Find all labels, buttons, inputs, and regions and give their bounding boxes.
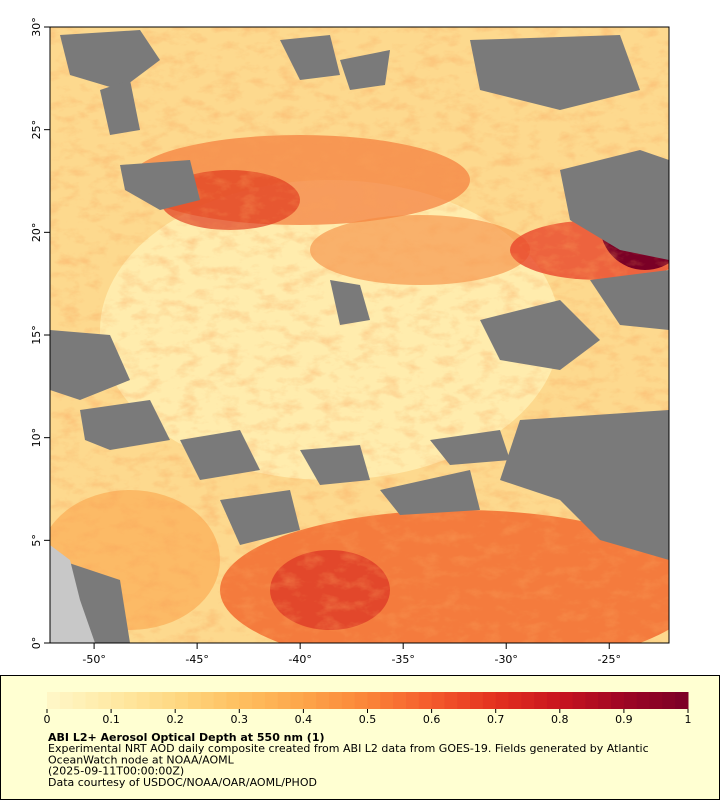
colorbar-cell	[521, 692, 535, 709]
colorbar-cell	[329, 692, 343, 709]
colorbar-cell	[98, 692, 112, 709]
y-tick-label: 5°	[30, 534, 43, 547]
colorbar-cell	[457, 692, 471, 709]
colorbar-cell	[393, 692, 407, 709]
legend-notes: Experimental NRT AOD daily composite cre…	[48, 742, 649, 789]
colorbar-cell	[47, 692, 61, 709]
colorbar-cell	[546, 692, 561, 709]
colorbar-cell	[675, 692, 689, 709]
colorbar-cell	[572, 692, 586, 709]
colorbar-cell	[252, 692, 266, 709]
colorbar-cell	[418, 692, 433, 709]
colorbar-cell	[316, 692, 330, 709]
colorbar-cell	[213, 692, 227, 709]
colorbar-cell	[598, 692, 612, 709]
legend-title: ABI L2+ Aerosol Optical Depth at 550 nm …	[48, 731, 325, 744]
axes: -50° -45° -40° -35° -30° -25° 0° 5° 10° 15° 20° 25°…	[30, 17, 621, 666]
colorbar-cell	[277, 692, 292, 709]
legend-note: OceanWatch node at NOAA/AOML	[48, 753, 235, 766]
colorbar-tick-label: 0.6	[423, 713, 441, 726]
colorbar-cell	[290, 692, 304, 709]
colorbar-tick-label: 0.1	[102, 713, 120, 726]
legend-note: Experimental NRT AOD daily composite cre…	[48, 742, 649, 755]
colorbar-cell	[188, 692, 202, 709]
x-tick-label: -50°	[82, 653, 105, 666]
colorbar-cell	[623, 692, 638, 709]
y-tick-label: 10°	[30, 428, 43, 448]
colorbar-cell	[649, 692, 663, 709]
colorbar-cell	[470, 692, 484, 709]
y-tick-label: 30°	[30, 17, 43, 37]
colorbar-cell	[226, 692, 240, 709]
colorbar-cell	[85, 692, 99, 709]
colorbar-cell	[239, 692, 253, 709]
colorbar-cell	[367, 692, 381, 709]
colorbar-cell	[662, 692, 676, 709]
colorbar-cell	[72, 692, 86, 709]
colorbar-cell	[405, 692, 420, 709]
colorbar-tick-label: 0.2	[166, 713, 184, 726]
colorbar-cell	[149, 692, 163, 709]
colorbar-cell	[123, 692, 138, 709]
colorbar-cell	[59, 692, 74, 709]
colorbar-cell	[354, 692, 368, 709]
x-tick-label: -25°	[598, 653, 621, 666]
colorbar-cell	[585, 692, 599, 709]
colorbar-cell	[341, 692, 356, 709]
colorbar-cell	[136, 692, 151, 709]
colorbar-cell	[559, 692, 574, 709]
colorbar-cell	[175, 692, 189, 709]
colorbar-cell	[508, 692, 522, 709]
colorbar-cell	[111, 692, 125, 709]
colorbar-cell	[162, 692, 176, 709]
colorbar-cell	[380, 692, 394, 709]
colorbar-cell	[303, 692, 317, 709]
colorbar-tick-label: 0.7	[487, 713, 505, 726]
x-tick-label: -35°	[391, 653, 414, 666]
colorbar-cell	[636, 692, 651, 709]
colorbar-cell	[444, 692, 458, 709]
colorbar-tick-label: 0	[44, 713, 51, 726]
colorbar-cell	[264, 692, 279, 709]
colorbar-cell	[200, 692, 215, 709]
colorbar-cell	[482, 692, 497, 709]
colorbar-cell	[534, 692, 548, 709]
x-tick-label: -45°	[185, 653, 208, 666]
colorbar-tick-label: 0.8	[551, 713, 569, 726]
x-tick-label: -30°	[494, 653, 517, 666]
colorbar: 0 0.1 0.2 0.3 0.4 0.5 0.6 0.7 0.8 0.9 1	[44, 692, 692, 726]
legend-note: Data courtesy of USDOC/NOAA/OAR/AOML/PHO…	[48, 776, 317, 789]
colorbar-tick-label: 1	[685, 713, 692, 726]
colorbar-tick-label: 0.5	[359, 713, 377, 726]
colorbar-tick-label: 0.9	[615, 713, 633, 726]
y-tick-label: 15°	[30, 325, 43, 345]
colorbar-cell	[611, 692, 625, 709]
colorbar-cell	[495, 692, 510, 709]
legend-note: (2025-09-11T00:00:00Z)	[48, 765, 184, 778]
colorbar-tick-label: 0.4	[295, 713, 313, 726]
y-tick-label: 25°	[30, 120, 43, 140]
y-tick-label: 0°	[30, 637, 43, 650]
aod-raster	[50, 27, 669, 643]
x-tick-label: -40°	[288, 653, 311, 666]
colorbar-cell	[431, 692, 445, 709]
y-tick-label: 20°	[30, 223, 43, 243]
colorbar-tick-label: 0.3	[231, 713, 249, 726]
